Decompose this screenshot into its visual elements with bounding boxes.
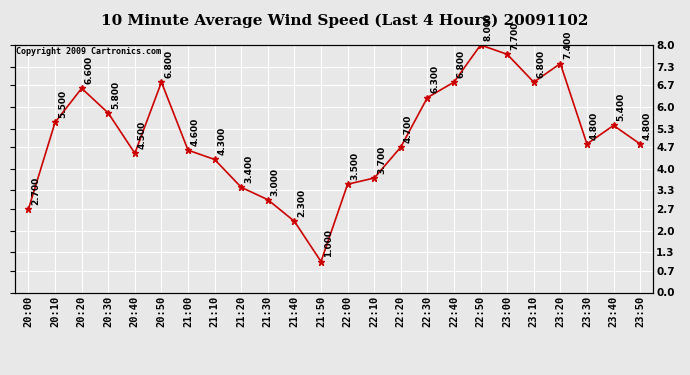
Text: 4.600: 4.600: [191, 118, 200, 146]
Text: 6.800: 6.800: [537, 50, 546, 78]
Text: 5.400: 5.400: [616, 93, 625, 121]
Text: 3.000: 3.000: [270, 168, 279, 195]
Text: 1.000: 1.000: [324, 230, 333, 257]
Text: 6.800: 6.800: [164, 50, 173, 78]
Text: 4.500: 4.500: [137, 121, 147, 149]
Text: 6.600: 6.600: [84, 56, 93, 84]
Text: 2.300: 2.300: [297, 189, 306, 217]
Text: 6.300: 6.300: [430, 65, 439, 93]
Text: 3.400: 3.400: [244, 155, 253, 183]
Text: 4.300: 4.300: [217, 127, 226, 155]
Text: 10 Minute Average Wind Speed (Last 4 Hours) 20091102: 10 Minute Average Wind Speed (Last 4 Hou…: [101, 13, 589, 27]
Text: 2.700: 2.700: [31, 177, 40, 205]
Text: 3.700: 3.700: [377, 146, 386, 174]
Text: 5.800: 5.800: [111, 81, 120, 109]
Text: 7.700: 7.700: [510, 22, 519, 50]
Text: 4.700: 4.700: [404, 114, 413, 143]
Text: 8.000: 8.000: [484, 13, 493, 41]
Text: 4.800: 4.800: [643, 112, 652, 140]
Text: 7.400: 7.400: [563, 31, 572, 59]
Text: 3.500: 3.500: [351, 152, 359, 180]
Text: 4.800: 4.800: [590, 112, 599, 140]
Text: Copyright 2009 Cartronics.com: Copyright 2009 Cartronics.com: [17, 48, 161, 57]
Text: 6.800: 6.800: [457, 50, 466, 78]
Text: 5.500: 5.500: [58, 90, 67, 118]
